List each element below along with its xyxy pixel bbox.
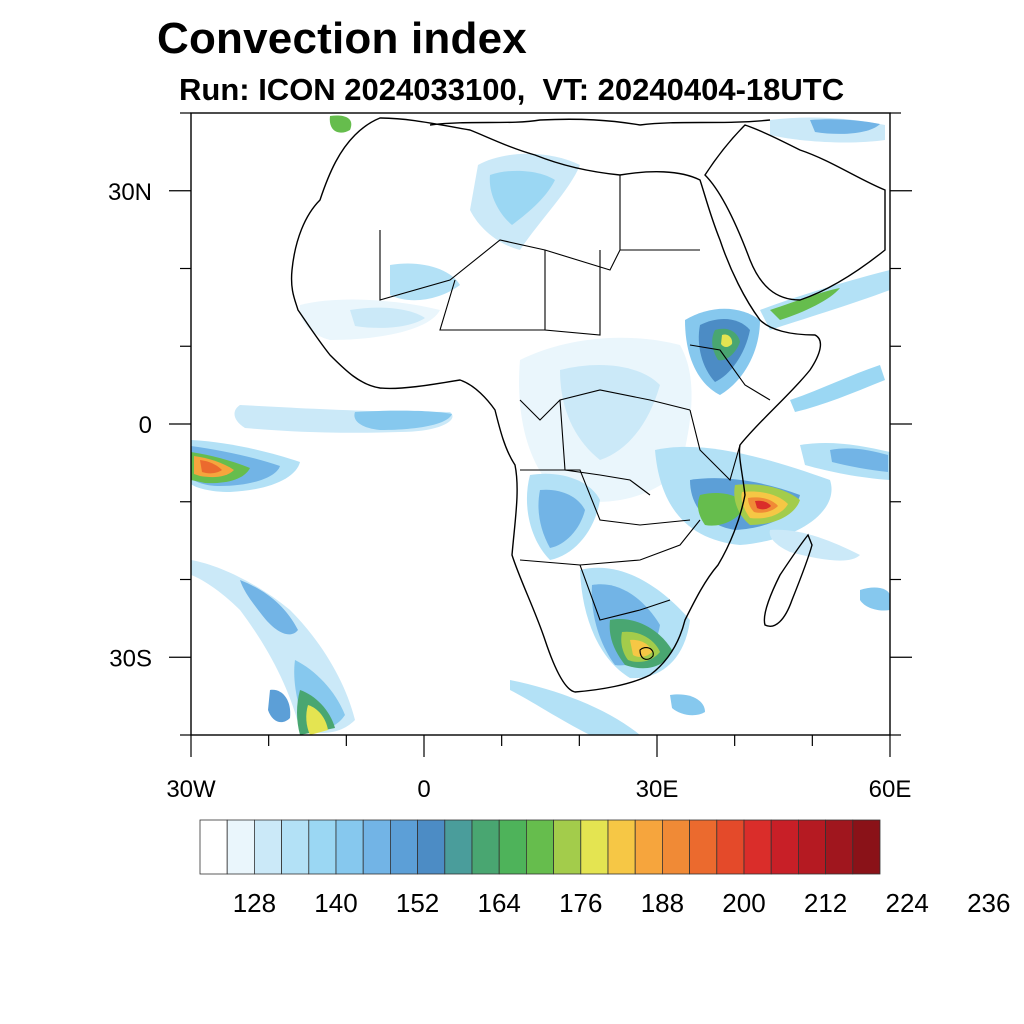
colorbar-swatch xyxy=(580,819,609,875)
coastlines xyxy=(290,117,886,693)
convection-patch xyxy=(769,529,860,561)
africa-coastline xyxy=(290,117,822,693)
colorbar-swatch xyxy=(335,819,364,875)
colorbar-label: 128 xyxy=(233,888,276,918)
colorbar-swatch xyxy=(798,819,827,875)
axis-ticks xyxy=(169,112,912,757)
convection-patch xyxy=(670,694,705,716)
colorbar-swatch xyxy=(471,819,500,875)
arabia-coastline xyxy=(704,124,886,301)
colorbar-swatch xyxy=(743,819,772,875)
colorbar-label: 152 xyxy=(396,888,439,918)
colorbar-swatch xyxy=(526,819,555,875)
colorbar-label: 212 xyxy=(804,888,847,918)
lat-tick-label: 0 xyxy=(139,412,152,439)
convection-patch xyxy=(770,288,840,320)
map-subtitle: Run: ICON 2024033100, VT: 20240404-18UTC xyxy=(179,72,845,107)
colorbar-swatch xyxy=(770,819,799,875)
lat-tick-label: 30N xyxy=(108,179,152,206)
colorbar-labels: 128 140 152 164 176 188 200 212 224 236 xyxy=(233,888,1011,918)
convection-patch xyxy=(830,448,888,472)
lon-tick-label: 0 xyxy=(417,776,430,803)
convection-patch xyxy=(306,705,328,735)
convection-patch xyxy=(354,410,452,430)
colorbar-swatch xyxy=(852,819,881,875)
lon-tick-label: 30W xyxy=(166,776,216,803)
convection-patch xyxy=(510,680,640,735)
colorbar-label: 164 xyxy=(478,888,521,918)
colorbar-swatch xyxy=(281,819,310,875)
country-borders xyxy=(379,175,771,660)
convection-patch xyxy=(350,307,425,328)
lon-tick-label: 60E xyxy=(869,776,912,803)
convection-patch xyxy=(860,587,890,611)
colorbar-label: 176 xyxy=(559,888,602,918)
madagascar-coastline xyxy=(763,533,813,627)
colorbar-swatch xyxy=(417,819,446,875)
convection-patch xyxy=(790,365,885,412)
convection-patch xyxy=(268,689,291,723)
lon-tick-label: 30E xyxy=(636,776,679,803)
map-title: Convection index xyxy=(157,14,527,63)
convection-patch xyxy=(200,460,222,474)
colorbar-swatch xyxy=(389,819,418,875)
colorbar-swatch xyxy=(634,819,663,875)
convection-patch xyxy=(560,365,660,460)
colorbar xyxy=(199,819,881,875)
convection-patch xyxy=(755,500,771,510)
convection-patch xyxy=(390,263,460,301)
colorbar-label: 200 xyxy=(722,888,765,918)
convection-patch xyxy=(697,493,745,526)
colorbar-swatch xyxy=(689,819,718,875)
colorbar-swatch xyxy=(607,819,636,875)
colorbar-label: 224 xyxy=(886,888,929,918)
convection-patch xyxy=(810,119,880,134)
convection-patch xyxy=(329,115,352,133)
colorbar-swatch xyxy=(308,819,337,875)
convection-field xyxy=(191,115,890,735)
colorbar-label: 236 xyxy=(967,888,1010,918)
colorbar-swatch xyxy=(662,819,691,875)
colorbar-swatch xyxy=(825,819,854,875)
colorbar-swatch xyxy=(253,819,282,875)
colorbar-swatch xyxy=(716,819,745,875)
colorbar-swatch xyxy=(226,819,255,875)
convection-patch xyxy=(489,170,555,225)
convection-patch xyxy=(538,489,585,548)
axis-tick-labels: 30W 0 30E 60E 30N 0 30S xyxy=(108,179,911,803)
colorbar-swatch xyxy=(199,819,228,875)
colorbar-label: 188 xyxy=(641,888,684,918)
colorbar-swatch xyxy=(553,819,582,875)
lat-tick-label: 30S xyxy=(109,645,152,672)
colorbar-label: 140 xyxy=(314,888,357,918)
convection-patch xyxy=(240,580,298,635)
colorbar-swatch xyxy=(444,819,473,875)
colorbar-swatch xyxy=(498,819,527,875)
convection-patch xyxy=(721,334,733,347)
europe-coastline xyxy=(429,118,771,126)
colorbar-swatch xyxy=(362,819,391,875)
